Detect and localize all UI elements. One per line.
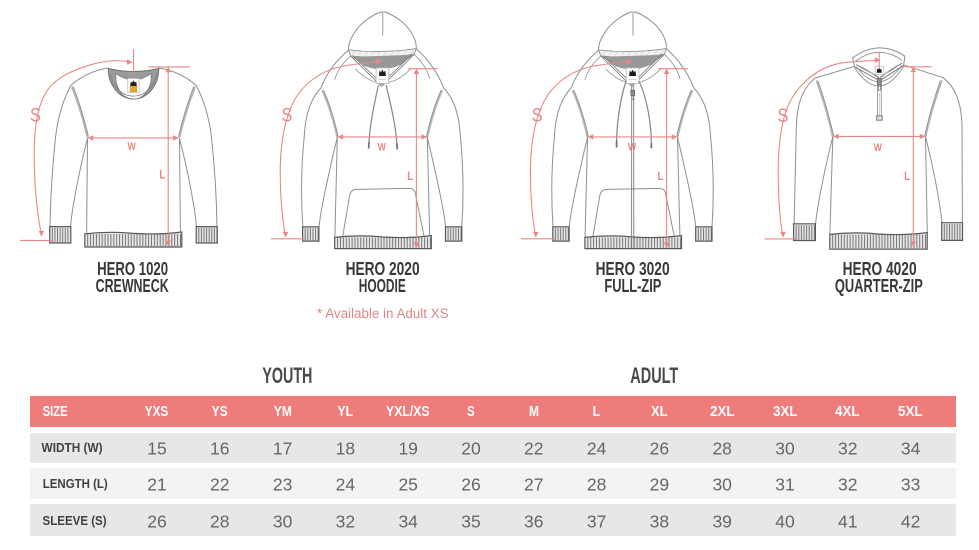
svg-text:S: S: [532, 104, 543, 125]
svg-text:W: W: [378, 142, 387, 154]
svg-text:L: L: [159, 169, 165, 182]
svg-text:L: L: [904, 170, 910, 183]
svg-text:W: W: [127, 141, 136, 153]
svg-text:W: W: [874, 142, 883, 154]
svg-text:L: L: [407, 170, 413, 183]
svg-text:S: S: [30, 104, 41, 125]
svg-text:S: S: [282, 104, 293, 125]
svg-text:W: W: [628, 142, 637, 154]
svg-text:S: S: [778, 105, 789, 126]
svg-text:L: L: [657, 170, 663, 183]
